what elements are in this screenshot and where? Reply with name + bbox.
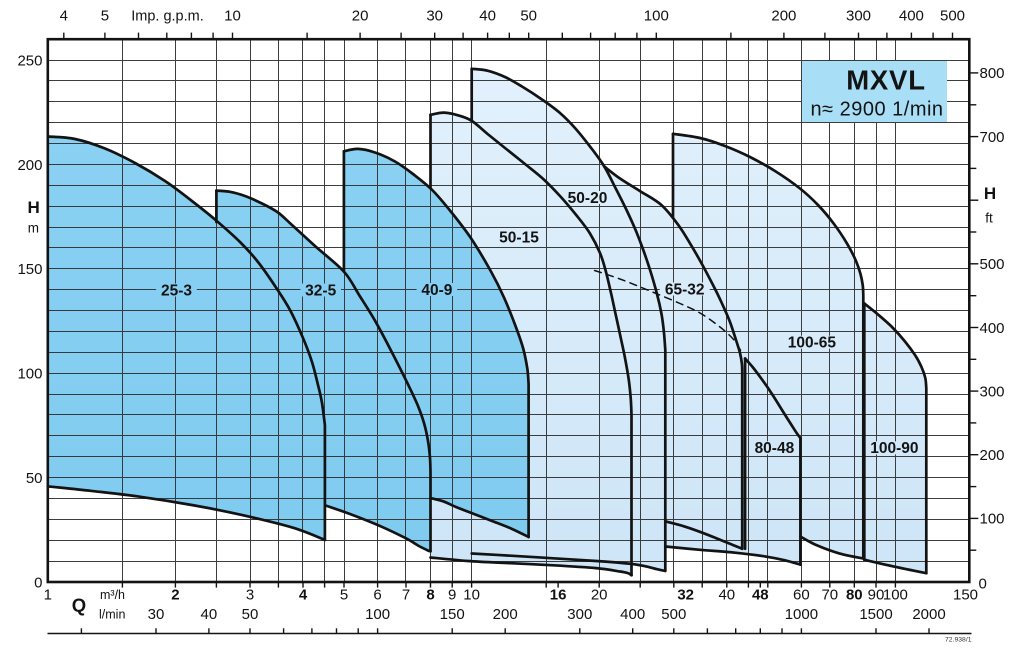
svg-text:9: 9 (448, 587, 456, 604)
svg-text:5: 5 (340, 587, 348, 604)
svg-text:40-9: 40-9 (421, 282, 452, 299)
svg-text:50: 50 (26, 470, 43, 487)
svg-text:H: H (984, 184, 996, 203)
svg-text:200: 200 (493, 606, 518, 623)
svg-text:300: 300 (846, 7, 871, 24)
svg-text:40: 40 (479, 7, 496, 24)
svg-text:40: 40 (201, 606, 218, 623)
svg-text:65-32: 65-32 (665, 281, 705, 298)
svg-text:30: 30 (148, 606, 165, 623)
svg-text:300: 300 (567, 606, 592, 623)
svg-text:100: 100 (883, 587, 908, 604)
svg-text:150: 150 (17, 261, 42, 278)
svg-text:60: 60 (793, 587, 810, 604)
svg-text:70: 70 (821, 587, 838, 604)
svg-text:25-3: 25-3 (161, 282, 192, 299)
svg-text:16: 16 (550, 587, 567, 604)
svg-text:10: 10 (463, 587, 480, 604)
svg-text:2: 2 (171, 587, 179, 604)
svg-text:50-15: 50-15 (499, 229, 539, 246)
svg-text:6: 6 (373, 587, 381, 604)
svg-text:150: 150 (440, 606, 465, 623)
svg-text:32-5: 32-5 (305, 282, 336, 299)
svg-text:100: 100 (644, 7, 669, 24)
svg-text:400: 400 (620, 606, 645, 623)
svg-text:100: 100 (17, 366, 42, 383)
svg-text:Imp. g.p.m.: Imp. g.p.m. (131, 8, 204, 24)
svg-text:72.938/1: 72.938/1 (945, 637, 972, 644)
svg-text:500: 500 (940, 7, 965, 24)
svg-text:0: 0 (34, 574, 42, 591)
svg-text:400: 400 (980, 320, 1005, 337)
svg-text:100: 100 (365, 606, 390, 623)
svg-text:90: 90 (868, 587, 885, 604)
svg-text:700: 700 (980, 129, 1005, 146)
svg-text:m³/h: m³/h (100, 588, 125, 602)
svg-text:500: 500 (661, 606, 686, 623)
svg-text:m: m (28, 221, 39, 236)
svg-text:40: 40 (718, 587, 735, 604)
svg-text:10: 10 (224, 7, 241, 24)
svg-text:H: H (28, 198, 40, 217)
svg-text:MXVL: MXVL (846, 65, 926, 96)
svg-text:8: 8 (426, 587, 434, 604)
svg-text:400: 400 (899, 7, 924, 24)
svg-text:80-48: 80-48 (755, 440, 795, 457)
svg-text:300: 300 (980, 383, 1005, 400)
svg-text:n≈ 2900 1/min: n≈ 2900 1/min (810, 99, 943, 121)
svg-text:l/min: l/min (99, 608, 125, 622)
svg-text:100-65: 100-65 (788, 335, 837, 352)
svg-text:100-90: 100-90 (870, 440, 918, 457)
svg-text:50: 50 (520, 7, 537, 24)
svg-text:80: 80 (846, 587, 863, 604)
svg-text:ft: ft (985, 211, 993, 226)
svg-text:500: 500 (980, 256, 1005, 273)
svg-text:250: 250 (17, 52, 42, 69)
svg-text:200: 200 (17, 157, 42, 174)
svg-text:800: 800 (980, 65, 1005, 82)
svg-text:32: 32 (677, 587, 694, 604)
svg-text:1500: 1500 (859, 606, 892, 623)
svg-text:48: 48 (752, 587, 769, 604)
svg-text:0: 0 (979, 576, 987, 593)
svg-text:200: 200 (771, 7, 796, 24)
svg-text:5: 5 (101, 7, 109, 24)
svg-text:4: 4 (60, 7, 68, 24)
svg-text:50: 50 (242, 606, 259, 623)
svg-text:30: 30 (426, 7, 443, 24)
svg-text:150: 150 (953, 587, 978, 604)
svg-text:20: 20 (591, 587, 608, 604)
svg-text:2000: 2000 (912, 606, 945, 623)
svg-text:20: 20 (352, 7, 369, 24)
svg-text:4: 4 (299, 587, 308, 604)
svg-text:1000: 1000 (785, 606, 818, 623)
svg-text:200: 200 (980, 447, 1005, 464)
svg-text:1: 1 (44, 587, 52, 604)
svg-text:Q: Q (72, 595, 86, 616)
svg-text:50-20: 50-20 (568, 190, 608, 207)
svg-text:7: 7 (402, 587, 410, 604)
svg-text:100: 100 (980, 511, 1005, 528)
svg-text:3: 3 (246, 587, 254, 604)
